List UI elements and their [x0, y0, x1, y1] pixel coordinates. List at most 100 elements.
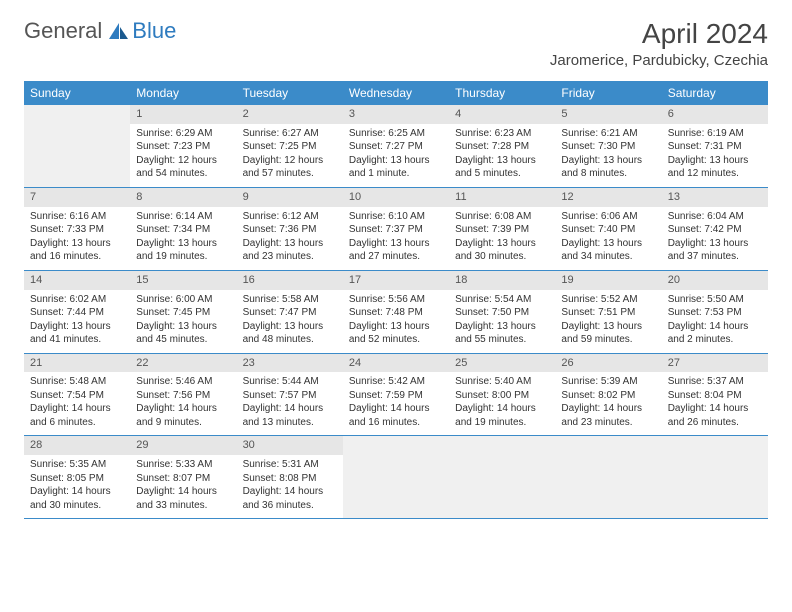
calendar: SundayMondayTuesdayWednesdayThursdayFrid… — [24, 81, 768, 519]
day-number: 21 — [24, 354, 130, 373]
day-cell-18: 18Sunrise: 5:54 AMSunset: 7:50 PMDayligh… — [449, 271, 555, 353]
sunrise-line: Sunrise: 5:33 AM — [136, 458, 230, 472]
daylight-line: Daylight: 13 hours and 8 minutes. — [561, 154, 655, 181]
day-number: 23 — [237, 354, 343, 373]
day-number: 6 — [662, 105, 768, 124]
daylight-line: Daylight: 14 hours and 2 minutes. — [668, 320, 762, 347]
sunrise-line: Sunrise: 5:50 AM — [668, 293, 762, 307]
daylight-line: Daylight: 13 hours and 48 minutes. — [243, 320, 337, 347]
daylight-line: Daylight: 13 hours and 19 minutes. — [136, 237, 230, 264]
day-content: Sunrise: 5:33 AMSunset: 8:07 PMDaylight:… — [130, 455, 236, 518]
daylight-line: Daylight: 13 hours and 1 minute. — [349, 154, 443, 181]
sunset-line: Sunset: 7:30 PM — [561, 140, 655, 154]
sunrise-line: Sunrise: 6:21 AM — [561, 127, 655, 141]
sunset-line: Sunset: 7:27 PM — [349, 140, 443, 154]
day-content: Sunrise: 6:10 AMSunset: 7:37 PMDaylight:… — [343, 207, 449, 270]
sunset-line: Sunset: 7:57 PM — [243, 389, 337, 403]
day-number: 1 — [130, 105, 236, 124]
sunrise-line: Sunrise: 6:16 AM — [30, 210, 124, 224]
day-cell-22: 22Sunrise: 5:46 AMSunset: 7:56 PMDayligh… — [130, 354, 236, 436]
daylight-line: Daylight: 14 hours and 19 minutes. — [455, 402, 549, 429]
day-number: 8 — [130, 188, 236, 207]
day-number: 25 — [449, 354, 555, 373]
logo-text-blue: Blue — [132, 18, 176, 44]
day-content: Sunrise: 6:27 AMSunset: 7:25 PMDaylight:… — [237, 124, 343, 187]
sunset-line: Sunset: 7:50 PM — [455, 306, 549, 320]
day-cell-3: 3Sunrise: 6:25 AMSunset: 7:27 PMDaylight… — [343, 105, 449, 187]
day-number: 13 — [662, 188, 768, 207]
day-number: 20 — [662, 271, 768, 290]
sunset-line: Sunset: 7:53 PM — [668, 306, 762, 320]
sunrise-line: Sunrise: 5:31 AM — [243, 458, 337, 472]
sunrise-line: Sunrise: 6:06 AM — [561, 210, 655, 224]
day-number: 30 — [237, 436, 343, 455]
day-cell-21: 21Sunrise: 5:48 AMSunset: 7:54 PMDayligh… — [24, 354, 130, 436]
sunrise-line: Sunrise: 6:02 AM — [30, 293, 124, 307]
day-number: 16 — [237, 271, 343, 290]
sunrise-line: Sunrise: 5:54 AM — [455, 293, 549, 307]
daylight-line: Daylight: 14 hours and 16 minutes. — [349, 402, 443, 429]
day-content: Sunrise: 5:54 AMSunset: 7:50 PMDaylight:… — [449, 290, 555, 353]
day-cell-28: 28Sunrise: 5:35 AMSunset: 8:05 PMDayligh… — [24, 436, 130, 518]
week-row: 21Sunrise: 5:48 AMSunset: 7:54 PMDayligh… — [24, 354, 768, 437]
day-cell-20: 20 Sunrise: 5:50 AMSunset: 7:53 PMDayligh… — [662, 271, 768, 353]
day-cell-4: 4Sunrise: 6:23 AMSunset: 7:28 PMDaylight… — [449, 105, 555, 187]
daylight-line: Daylight: 13 hours and 52 minutes. — [349, 320, 443, 347]
day-number: 10 — [343, 188, 449, 207]
sunrise-line: Sunrise: 5:58 AM — [243, 293, 337, 307]
sunrise-line: Sunrise: 6:23 AM — [455, 127, 549, 141]
daylight-line: Daylight: 14 hours and 13 minutes. — [243, 402, 337, 429]
week-row: 7Sunrise: 6:16 AMSunset: 7:33 PMDaylight… — [24, 188, 768, 271]
day-cell-19: 19Sunrise: 5:52 AMSunset: 7:51 PMDayligh… — [555, 271, 661, 353]
day-content: Sunrise: 6:08 AMSunset: 7:39 PMDaylight:… — [449, 207, 555, 270]
page: General Blue April 2024 Jaromerice, Pard… — [0, 0, 792, 537]
week-row: 28Sunrise: 5:35 AMSunset: 8:05 PMDayligh… — [24, 436, 768, 519]
day-content: Sunrise: 6:16 AMSunset: 7:33 PMDaylight:… — [24, 207, 130, 270]
daylight-line: Daylight: 13 hours and 59 minutes. — [561, 320, 655, 347]
logo: General Blue — [24, 18, 176, 44]
day-content: Sunrise: 6:06 AMSunset: 7:40 PMDaylight:… — [555, 207, 661, 270]
weekday-sunday: Sunday — [24, 81, 130, 105]
daylight-line: Daylight: 13 hours and 27 minutes. — [349, 237, 443, 264]
sunrise-line: Sunrise: 5:35 AM — [30, 458, 124, 472]
day-number: 5 — [555, 105, 661, 124]
sunset-line: Sunset: 7:39 PM — [455, 223, 549, 237]
day-content: Sunrise: 6:21 AMSunset: 7:30 PMDaylight:… — [555, 124, 661, 187]
day-cell-17: 17Sunrise: 5:56 AMSunset: 7:48 PMDayligh… — [343, 271, 449, 353]
sunrise-line: Sunrise: 5:40 AM — [455, 375, 549, 389]
sunrise-line: Sunrise: 6:10 AM — [349, 210, 443, 224]
day-content: Sunrise: 5:35 AMSunset: 8:05 PMDaylight:… — [24, 455, 130, 518]
week-row: 1Sunrise: 6:29 AMSunset: 7:23 PMDaylight… — [24, 105, 768, 188]
sunset-line: Sunset: 7:37 PM — [349, 223, 443, 237]
empty-cell — [449, 436, 555, 518]
week-row: 14 Sunrise: 6:02 AMSunset: 7:44 PM Dayligh… — [24, 271, 768, 354]
weekday-monday: Monday — [130, 81, 236, 105]
day-content: Sunrise: 5:37 AMSunset: 8:04 PMDaylight:… — [662, 372, 768, 435]
logo-text-general: General — [24, 18, 102, 44]
day-content: Sunrise: 6:00 AMSunset: 7:45 PMDaylight:… — [130, 290, 236, 353]
sunrise-line: Sunrise: 5:39 AM — [561, 375, 655, 389]
sunset-line: Sunset: 7:33 PM — [30, 223, 124, 237]
day-cell-29: 29Sunrise: 5:33 AMSunset: 8:07 PMDayligh… — [130, 436, 236, 518]
day-content: Sunrise: 6:29 AMSunset: 7:23 PMDaylight:… — [130, 124, 236, 187]
sunrise-line: Sunrise: 6:08 AM — [455, 210, 549, 224]
sunset-line: Sunset: 8:08 PM — [243, 472, 337, 486]
sunset-line: Sunset: 8:02 PM — [561, 389, 655, 403]
day-number: 11 — [449, 188, 555, 207]
day-number: 9 — [237, 188, 343, 207]
day-number: 27 — [662, 354, 768, 373]
daylight-line: Daylight: 12 hours and 57 minutes. — [243, 154, 337, 181]
day-content: Sunrise: 5:39 AMSunset: 8:02 PMDaylight:… — [555, 372, 661, 435]
day-content: Sunrise: 5:46 AMSunset: 7:56 PMDaylight:… — [130, 372, 236, 435]
daylight-line: Daylight: 13 hours and 55 minutes. — [455, 320, 549, 347]
sunrise-line: Sunrise: 5:46 AM — [136, 375, 230, 389]
day-number: 14 — [24, 271, 130, 290]
sunset-line: Sunset: 7:44 PM — [30, 306, 124, 320]
sunrise-line: Sunrise: 6:04 AM — [668, 210, 762, 224]
day-cell-6: 6Sunrise: 6:19 AMSunset: 7:31 PMDaylight… — [662, 105, 768, 187]
sunset-line: Sunset: 8:07 PM — [136, 472, 230, 486]
empty-cell — [555, 436, 661, 518]
daylight-line: Daylight: 14 hours and 36 minutes. — [243, 485, 337, 512]
calendar-body: 1Sunrise: 6:29 AMSunset: 7:23 PMDaylight… — [24, 105, 768, 519]
sunset-line: Sunset: 7:54 PM — [30, 389, 124, 403]
